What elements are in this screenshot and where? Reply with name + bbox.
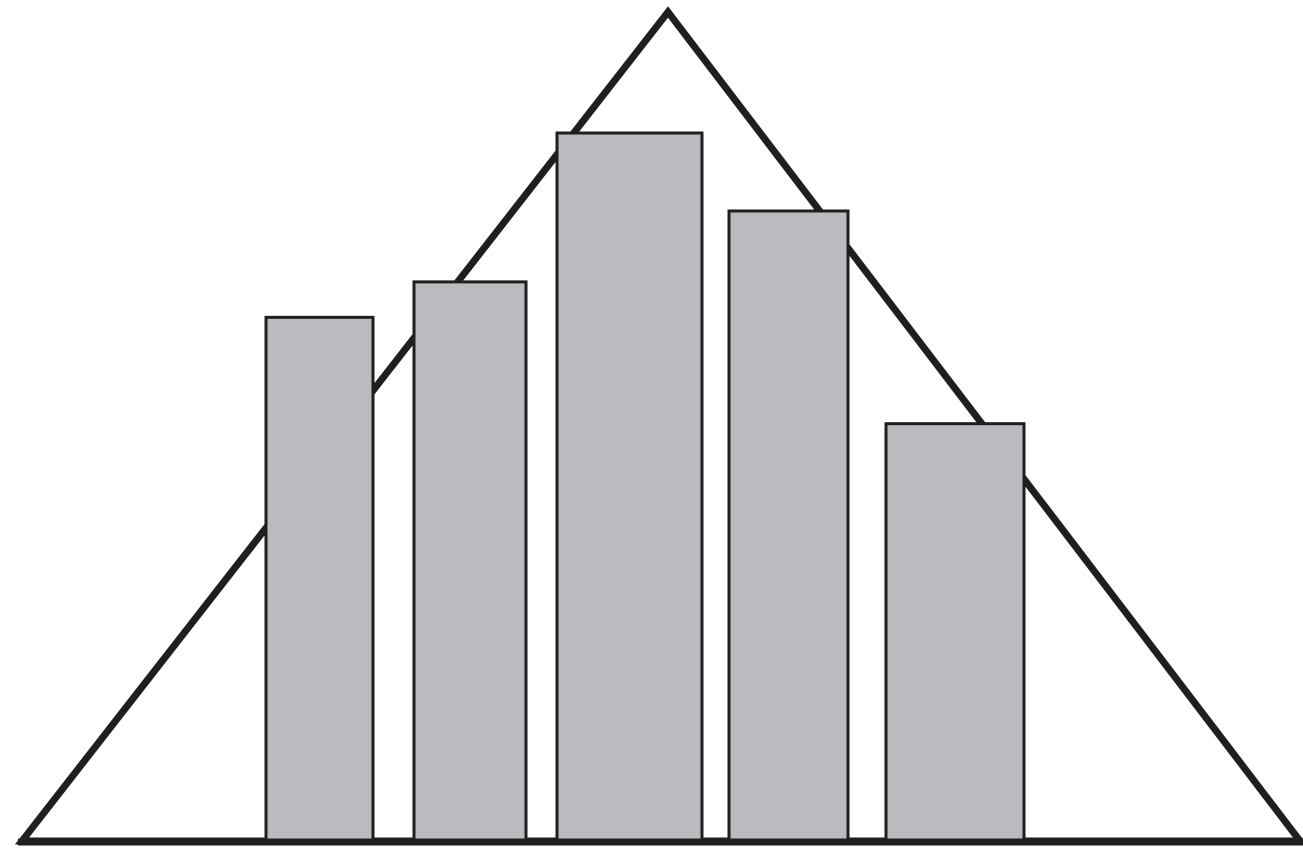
bar-5 (884, 422, 1026, 844)
bar-1 (264, 315, 375, 844)
bar-4 (727, 209, 850, 844)
bar-3 (555, 131, 704, 844)
bar-2 (412, 280, 528, 844)
